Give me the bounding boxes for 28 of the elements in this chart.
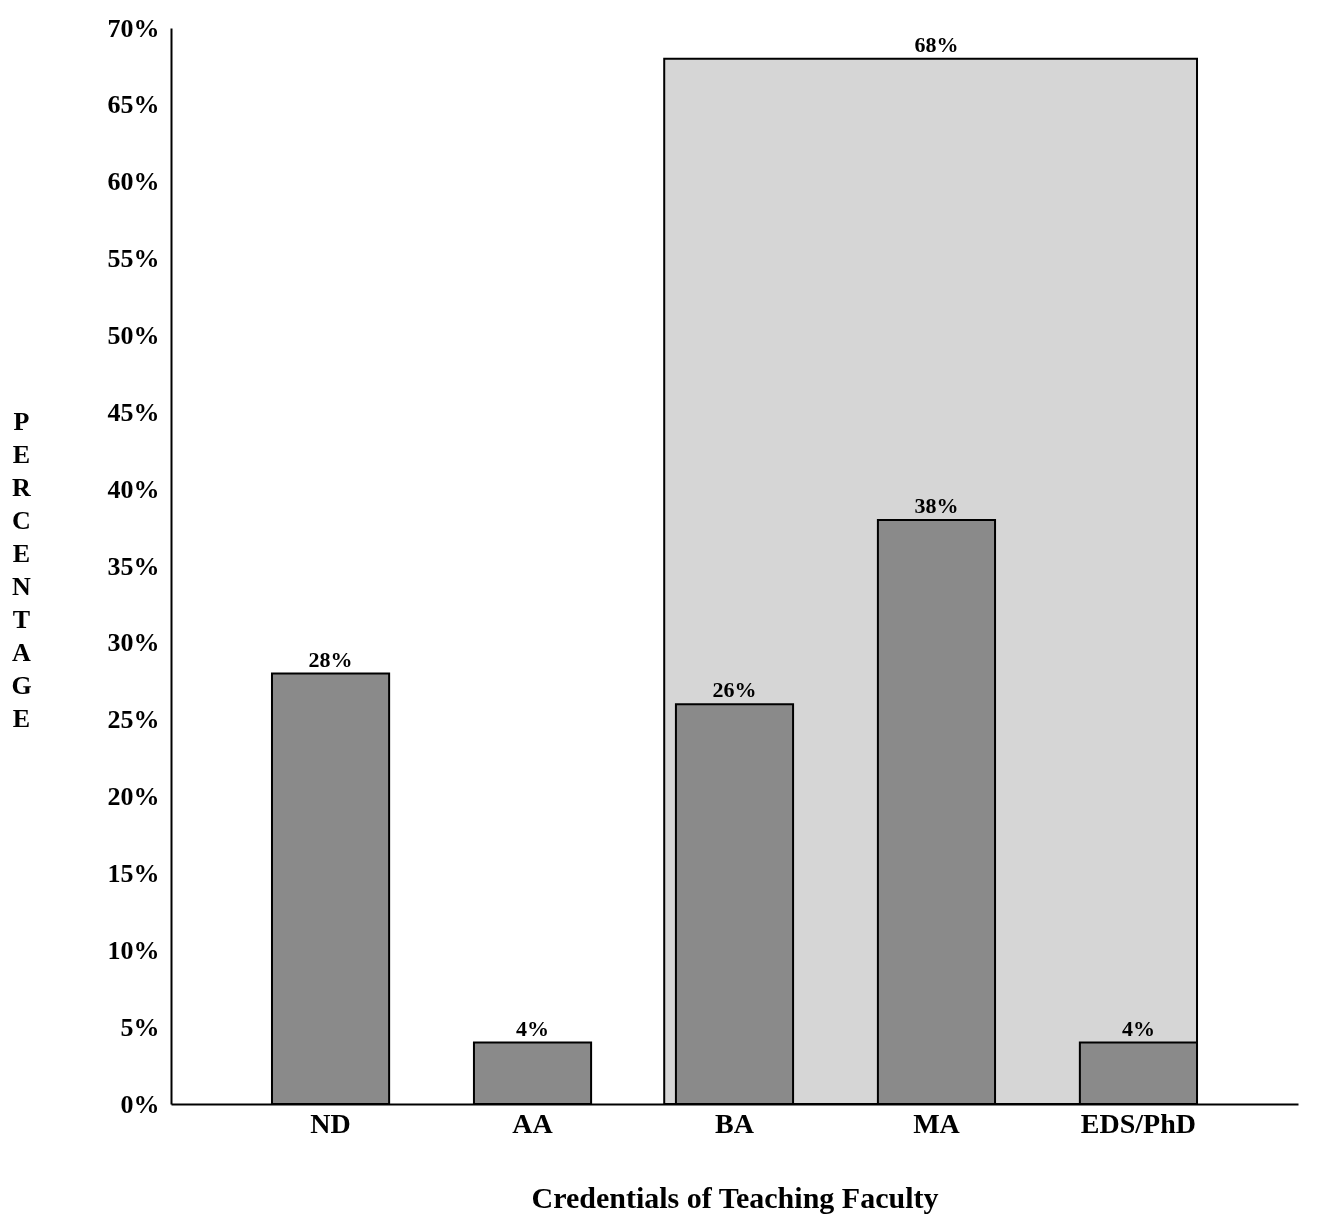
- y-tick-label: 70%: [107, 13, 160, 43]
- x-tick-label: AA: [512, 1107, 554, 1139]
- data-label: 26%: [712, 677, 757, 703]
- y-tick-label: 20%: [107, 782, 160, 812]
- y-tick-label: 0%: [120, 1089, 160, 1119]
- x-tick-label: MA: [913, 1107, 961, 1139]
- y-tick-label: 55%: [107, 244, 160, 274]
- x-axis-title: Credentials of Teaching Faculty: [531, 1180, 939, 1214]
- y-tick-label: 15%: [107, 858, 160, 888]
- y-tick-label: 10%: [107, 935, 160, 965]
- annotation: 68%: [914, 31, 959, 57]
- data-label: 4%: [516, 1015, 550, 1041]
- y-tick-label: 50%: [107, 320, 160, 350]
- y-tick-label: 35%: [107, 551, 160, 581]
- y-tick-label: 30%: [107, 628, 160, 658]
- y-tick-label: 45%: [107, 397, 160, 427]
- data-label: 38%: [914, 492, 959, 518]
- x-tick-label: BA: [715, 1107, 755, 1139]
- y-tick-label: 60%: [107, 167, 160, 197]
- y-tick-label: 65%: [107, 90, 160, 120]
- y-tick-label: 40%: [107, 474, 160, 504]
- data-label: 28%: [308, 646, 353, 672]
- y-tick-label: 25%: [107, 705, 160, 735]
- x-tick-label: ND: [310, 1107, 351, 1139]
- data-label: 4%: [1121, 1015, 1155, 1041]
- text: PERCENTAGE: [11, 406, 32, 733]
- x-tick-label: EDS/PhD: [1080, 1107, 1197, 1139]
- y-tick-label: 5%: [120, 1012, 160, 1042]
